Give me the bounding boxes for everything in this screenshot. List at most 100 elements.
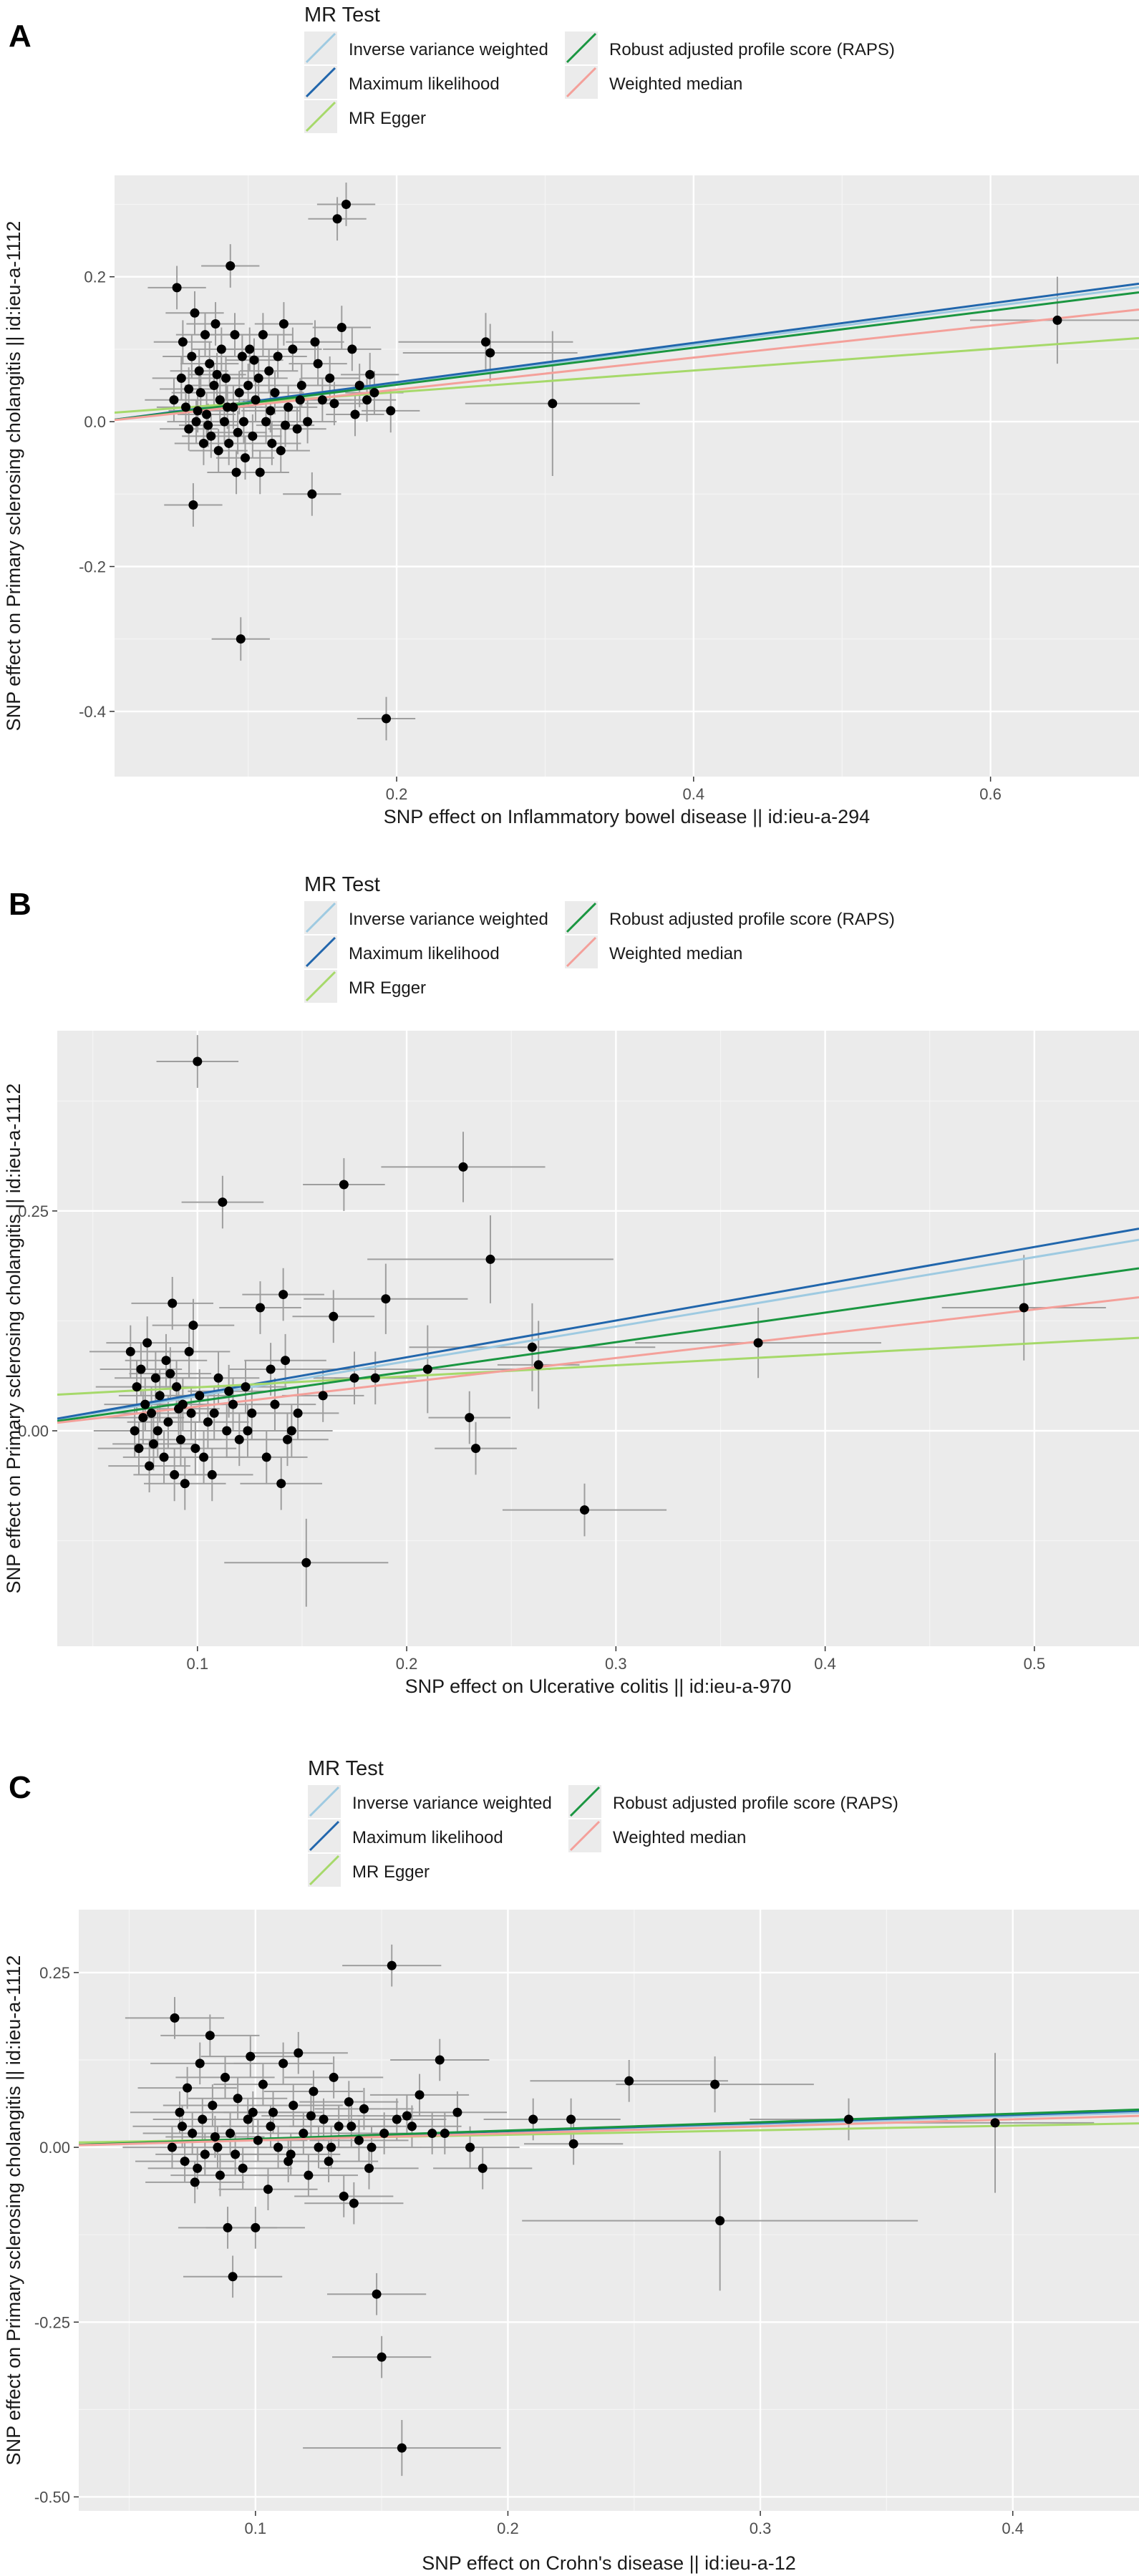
legend-label: Maximum likelihood bbox=[349, 74, 500, 94]
panel-b: B MR Test Inverse variance weighted Maximu… bbox=[3, 873, 1139, 1697]
data-point bbox=[276, 1479, 286, 1489]
data-point bbox=[175, 2107, 185, 2117]
panel-c-label: C bbox=[9, 1770, 31, 1805]
data-point bbox=[213, 2142, 223, 2152]
y-tick-label: -0.25 bbox=[34, 2313, 70, 2331]
data-point bbox=[382, 714, 392, 724]
data-point bbox=[194, 366, 204, 376]
legend-key-line bbox=[569, 1786, 601, 1817]
legend-label: Maximum likelihood bbox=[349, 944, 500, 963]
data-point bbox=[319, 2114, 329, 2124]
plot-area bbox=[115, 183, 1139, 741]
data-point bbox=[282, 1434, 292, 1444]
data-point bbox=[326, 2142, 336, 2152]
data-point bbox=[329, 1311, 339, 1321]
y-tick-label: 0.00 bbox=[18, 1422, 49, 1440]
data-point bbox=[325, 373, 335, 383]
data-point bbox=[270, 1399, 280, 1409]
data-point bbox=[278, 1290, 289, 1300]
x-tick-label: 0.4 bbox=[683, 785, 705, 803]
data-point bbox=[193, 406, 203, 416]
data-point bbox=[485, 1254, 495, 1264]
mr-line bbox=[115, 282, 1139, 421]
legend-label: Weighted median bbox=[613, 1828, 746, 1847]
data-point bbox=[377, 2352, 387, 2362]
x-tick-label: 0.3 bbox=[750, 2519, 772, 2537]
data-point bbox=[175, 1434, 185, 1444]
data-point bbox=[188, 2129, 198, 2139]
legend-key-line bbox=[305, 902, 336, 933]
data-point bbox=[1052, 315, 1062, 325]
data-point bbox=[354, 380, 364, 390]
data-point bbox=[213, 1373, 223, 1383]
data-point bbox=[350, 409, 360, 419]
data-point bbox=[485, 348, 495, 358]
legend-key-line bbox=[305, 67, 336, 98]
data-point bbox=[527, 1342, 537, 1352]
panel-c: C MR Test Inverse variance weighted Maximu… bbox=[3, 1757, 1139, 2574]
data-point bbox=[289, 2100, 299, 2110]
data-point bbox=[458, 1162, 468, 1172]
data-point bbox=[387, 1960, 397, 1970]
data-point bbox=[212, 369, 222, 379]
x-tick-label: 0.2 bbox=[386, 785, 408, 803]
data-point bbox=[228, 2272, 238, 2282]
data-point bbox=[317, 395, 327, 405]
data-point bbox=[186, 1408, 196, 1418]
data-point bbox=[295, 395, 305, 405]
data-point bbox=[251, 395, 261, 405]
data-point bbox=[170, 2013, 180, 2023]
mr-line bbox=[57, 1238, 1139, 1421]
data-point bbox=[402, 2111, 412, 2121]
data-point bbox=[710, 2079, 720, 2089]
data-point bbox=[152, 1426, 163, 1436]
legend-title: MR Test bbox=[308, 1757, 384, 1780]
data-point bbox=[309, 2086, 319, 2096]
data-point bbox=[193, 1056, 203, 1066]
x-tick-label: 0.6 bbox=[979, 785, 1002, 803]
data-point bbox=[580, 1505, 590, 1515]
data-point bbox=[370, 1373, 380, 1383]
data-point bbox=[181, 402, 191, 412]
legend-label: Robust adjusted profile score (RAPS) bbox=[609, 40, 895, 59]
legend-key-line bbox=[305, 32, 336, 64]
data-point bbox=[190, 2177, 200, 2187]
x-tick-label: 0.2 bbox=[497, 2519, 519, 2537]
mr-line bbox=[115, 336, 1139, 414]
y-tick-label: 0.0 bbox=[84, 413, 106, 431]
data-point bbox=[329, 399, 339, 409]
data-point bbox=[176, 373, 186, 383]
data-point bbox=[296, 380, 306, 390]
x-tick-label: 0.2 bbox=[396, 1655, 418, 1673]
data-point bbox=[234, 388, 244, 398]
data-point bbox=[288, 344, 298, 354]
data-point bbox=[168, 1298, 178, 1308]
panel-a-label: A bbox=[9, 19, 31, 54]
data-point bbox=[203, 1417, 213, 1427]
data-point bbox=[209, 1408, 219, 1418]
x-tick-label: 0.4 bbox=[814, 1655, 836, 1673]
data-point bbox=[221, 373, 231, 383]
data-point bbox=[207, 1469, 217, 1479]
data-point bbox=[306, 2111, 316, 2121]
data-point bbox=[362, 395, 372, 405]
data-point bbox=[231, 467, 241, 477]
data-point bbox=[359, 2104, 369, 2114]
data-point bbox=[130, 1426, 140, 1436]
data-point bbox=[266, 2121, 276, 2132]
data-point bbox=[397, 2443, 407, 2453]
data-point bbox=[190, 1444, 200, 1454]
data-point bbox=[276, 446, 286, 456]
data-point bbox=[150, 1373, 160, 1383]
data-point bbox=[125, 1346, 135, 1356]
data-point bbox=[237, 351, 247, 361]
data-point bbox=[263, 2184, 273, 2195]
data-point bbox=[203, 420, 213, 430]
data-point bbox=[266, 1364, 276, 1374]
data-point bbox=[238, 2163, 248, 2173]
x-tick-label: 0.1 bbox=[245, 2519, 267, 2537]
y-tick-label: -0.50 bbox=[34, 2488, 70, 2506]
data-point bbox=[293, 1408, 303, 1418]
data-point bbox=[465, 2142, 475, 2152]
